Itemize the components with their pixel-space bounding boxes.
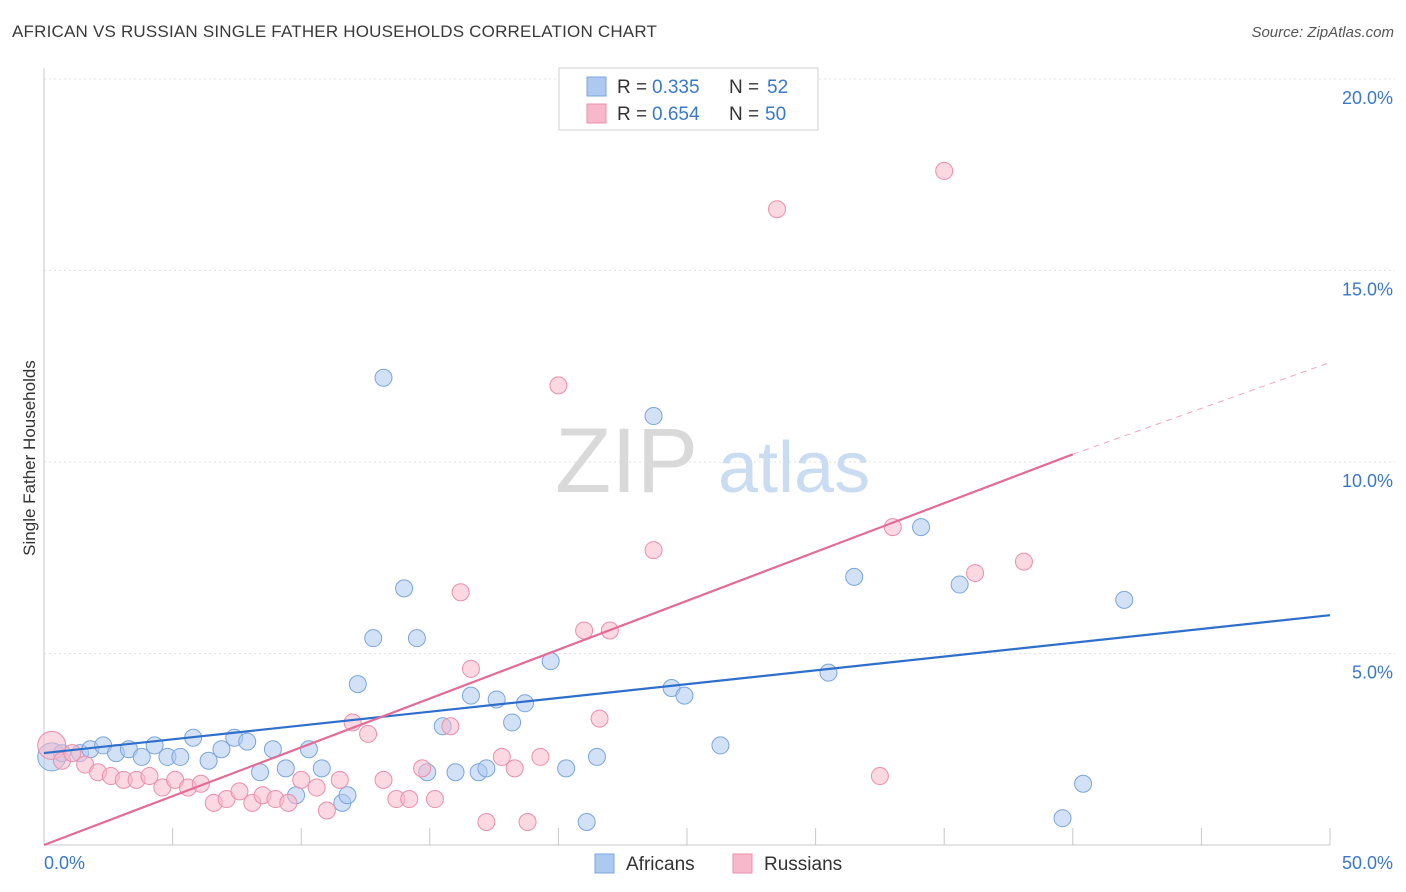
africans-point-12 [199, 751, 218, 770]
africans-point-41 [587, 747, 606, 766]
stats-legend: R = 0.335 N = 52 R = 0.654 N = 50 [558, 67, 819, 131]
africans-point-44 [675, 686, 694, 705]
russians-point-35 [492, 747, 511, 766]
africans-point-28 [407, 629, 426, 648]
africans-point-51 [1074, 774, 1093, 793]
africans-point-50 [1053, 809, 1072, 828]
russians-point-39 [549, 376, 568, 395]
bottom-legend: Africans Russians [594, 853, 842, 875]
africans-point-47 [845, 567, 864, 586]
russians-point-20 [292, 770, 311, 789]
africans-point-26 [374, 368, 393, 387]
gridlines [44, 78, 1395, 654]
russians-point-45 [870, 767, 889, 786]
trendline-africans [43, 614, 1331, 755]
russians-point-15 [230, 782, 249, 801]
legend-swatch-russians [732, 853, 753, 874]
russians-point-33 [461, 659, 480, 678]
x-tick-label-max: 50.0% [1342, 853, 1393, 873]
africans-point-18 [276, 759, 295, 778]
x-tick-labels: 0.0% 50.0% [44, 853, 1393, 873]
y-tick-labels: 5.0% 10.0% 15.0% 20.0% [1342, 88, 1393, 683]
chart-title: AFRICAN VS RUSSIAN SINGLE FATHER HOUSEHO… [12, 22, 658, 41]
trendline-russians-extension [1072, 361, 1331, 455]
axes [43, 68, 1331, 846]
africans-point-39 [557, 759, 576, 778]
russians-point-23 [330, 770, 349, 789]
stats-swatch-africans [586, 76, 607, 97]
russians-point-38 [531, 747, 550, 766]
africans-point-21 [312, 759, 331, 778]
russians-point-37 [518, 813, 537, 832]
stats-swatch-russians [586, 103, 607, 124]
africans-point-10 [171, 747, 190, 766]
africans-point-46 [819, 663, 838, 682]
russians-point-21 [307, 778, 326, 797]
legend-label-africans: Africans [626, 854, 695, 875]
watermark-atlas: atlas [718, 428, 870, 508]
russians-point-46 [883, 518, 902, 537]
y-tick-label-3: 20.0% [1342, 88, 1393, 108]
africans-point-24 [348, 675, 367, 694]
russians-point-29 [413, 759, 432, 778]
africans-point-37 [515, 694, 534, 713]
russians-point-30 [425, 790, 444, 809]
africans-point-31 [446, 763, 465, 782]
africans-point-33 [477, 759, 496, 778]
trendline-russians [43, 453, 1074, 847]
africans-point-40 [577, 813, 596, 832]
stats-r-label-africans: R = [617, 77, 647, 98]
y-tick-label-2: 15.0% [1342, 280, 1393, 300]
chart-source: Source: ZipAtlas.com [1251, 24, 1394, 41]
stats-r-label-russians: R = [617, 104, 647, 125]
russians-point-47 [935, 161, 954, 180]
africans-point-48 [912, 518, 931, 537]
stats-n-value-russians: 50 [765, 104, 786, 125]
africans-point-52 [1115, 590, 1134, 609]
russians-point-43 [644, 541, 663, 560]
africans-point-49 [950, 575, 969, 594]
russians-point-48 [966, 564, 985, 583]
russians-point-8 [140, 767, 159, 786]
russians-point-22 [317, 801, 336, 820]
stats-r-value-russians: 0.654 [652, 104, 700, 125]
legend-swatch-africans [594, 853, 615, 874]
stats-n-label-africans: N = [729, 77, 759, 98]
africans-point-34 [461, 686, 480, 705]
russians-point-25 [359, 724, 378, 743]
y-tick-label-1: 10.0% [1342, 471, 1393, 491]
y-tick-label-0: 5.0% [1352, 663, 1393, 683]
africans-point-13 [212, 740, 231, 759]
stats-n-label-russians: N = [729, 104, 759, 125]
africans-point-23 [338, 786, 357, 805]
russians-point-41 [590, 709, 609, 728]
russians-point-19 [279, 793, 298, 812]
russians-point-49 [1014, 552, 1033, 571]
stats-r-value-africans: 0.335 [652, 77, 700, 98]
russians-point-44 [768, 200, 787, 219]
watermark-zip: ZIP [555, 410, 698, 512]
africans-point-7 [132, 747, 151, 766]
trendlines [43, 361, 1331, 847]
russians-point-28 [400, 790, 419, 809]
stats-n-value-africans: 52 [767, 77, 788, 98]
russians-point-26 [374, 770, 393, 789]
africans-point-27 [395, 579, 414, 598]
russians-point-34 [477, 813, 496, 832]
africans-point-42 [644, 407, 663, 426]
africans-point-36 [503, 713, 522, 732]
series-russians [37, 161, 1033, 832]
russians-point-36 [505, 759, 524, 778]
africans-point-15 [238, 732, 257, 751]
africans-point-25 [364, 629, 383, 648]
legend-label-russians: Russians [764, 854, 842, 875]
x-tick-label-min: 0.0% [44, 853, 85, 873]
russians-point-31 [441, 717, 460, 736]
russians-point-32 [451, 583, 470, 602]
africans-point-45 [711, 736, 730, 755]
watermark: ZIP atlas [555, 410, 870, 512]
